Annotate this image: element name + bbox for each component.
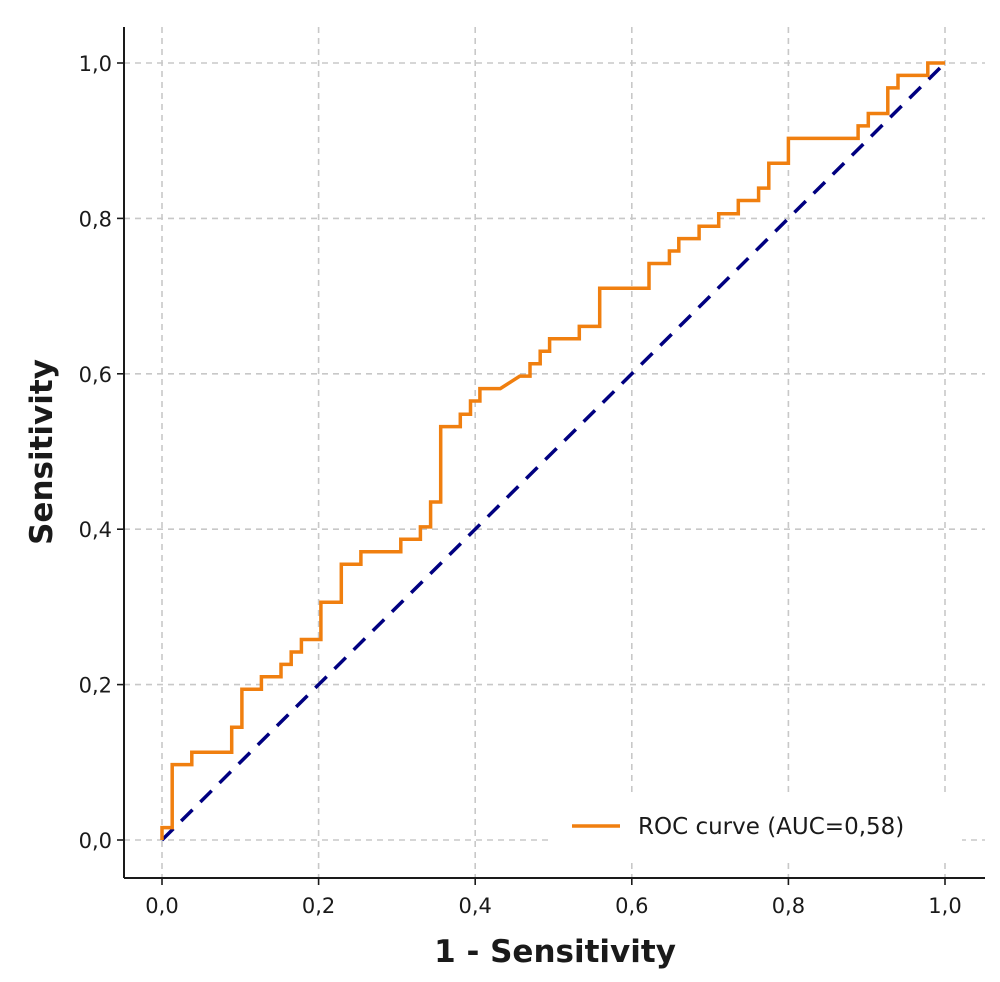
legend: ROC curve (AUC=0,58)	[552, 793, 962, 861]
x-tick-label-5: 1,0	[928, 894, 961, 918]
reference-diagonal-layer	[160, 61, 947, 842]
x-tick-label-1: 0,2	[302, 894, 335, 918]
x-tick-label-3: 0,6	[615, 894, 648, 918]
y-axis-title: Sensitivity	[24, 359, 60, 545]
reference-diagonal-line	[160, 61, 947, 842]
roc-curve-layer	[160, 61, 945, 840]
y-tick-label-0: 0,0	[79, 829, 112, 853]
x-tick-label-0: 0,0	[145, 894, 178, 918]
legend-background	[552, 793, 962, 861]
legend-label-roc: ROC curve (AUC=0,58)	[638, 814, 904, 840]
x-tick-label-2: 0,4	[458, 894, 491, 918]
y-tick-label-3: 0,6	[79, 363, 112, 387]
y-tick-label-4: 0,8	[79, 207, 112, 231]
y-tick-label-2: 0,4	[79, 518, 112, 542]
y-tick-label-5: 1,0	[79, 52, 112, 76]
tick-labels: 0,0 0,2 0,4 0,6 0,8 1,0 0,0 0,2 0,4 0,6 0,8 1,0	[79, 52, 962, 918]
axes	[117, 27, 985, 885]
grid	[124, 27, 985, 878]
x-axis-title: 1 - Sensitivity	[434, 934, 676, 970]
roc-curve-line	[160, 61, 945, 840]
y-tick-label-1: 0,2	[79, 674, 112, 698]
x-tick-label-4: 0,8	[772, 894, 805, 918]
